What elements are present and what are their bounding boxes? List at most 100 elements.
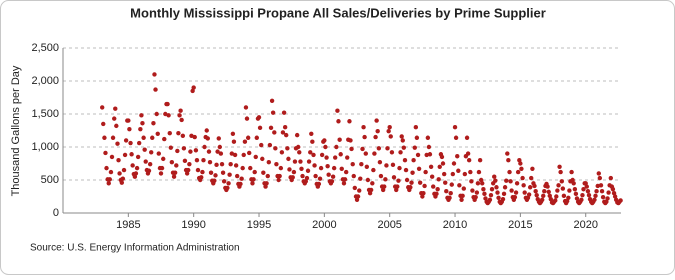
point: [413, 125, 419, 130]
point: [117, 171, 122, 176]
point: [234, 173, 240, 179]
point: [306, 159, 312, 164]
point: [571, 181, 576, 186]
point: [133, 171, 139, 176]
point: [310, 139, 315, 144]
point: [560, 186, 566, 191]
point: [331, 165, 337, 171]
point: [520, 175, 525, 181]
point: [476, 169, 482, 175]
point: [139, 113, 144, 118]
point: [274, 161, 279, 167]
point: [188, 149, 193, 154]
point: [101, 121, 106, 127]
point: [391, 175, 397, 180]
point: [409, 180, 414, 185]
point: [585, 189, 591, 194]
y-axis-label: Thousand Gallons per Day: [10, 65, 22, 196]
point: [611, 191, 617, 196]
point: [448, 191, 453, 196]
point: [190, 88, 195, 94]
point: [269, 98, 275, 104]
point: [561, 193, 567, 199]
point: [441, 171, 447, 177]
point: [581, 187, 586, 192]
point: [612, 194, 618, 199]
point: [453, 135, 459, 140]
x-tick-label: 2020: [573, 219, 597, 231]
point: [570, 177, 575, 183]
point: [244, 116, 250, 121]
point: [439, 154, 445, 160]
point: [136, 140, 142, 146]
point: [526, 192, 532, 197]
point: [465, 151, 471, 156]
point: [462, 171, 468, 177]
point: [480, 181, 485, 186]
point: [460, 193, 465, 199]
point: [378, 173, 384, 179]
point: [396, 178, 401, 183]
point: [155, 131, 160, 136]
point: [128, 140, 133, 146]
point: [373, 134, 378, 140]
point: [412, 145, 417, 150]
point: [386, 128, 391, 134]
point: [495, 190, 500, 195]
point: [410, 170, 415, 175]
point: [166, 113, 171, 118]
point: [348, 138, 353, 143]
point: [266, 159, 272, 165]
point: [132, 174, 138, 179]
point: [158, 171, 164, 176]
point: [127, 126, 132, 132]
point: [564, 198, 570, 204]
point: [122, 152, 128, 158]
point: [147, 161, 153, 167]
point: [324, 155, 329, 160]
point: [599, 189, 605, 194]
point: [600, 194, 606, 200]
point: [519, 166, 524, 171]
point: [110, 135, 116, 140]
point: [354, 197, 360, 202]
point: [517, 158, 522, 163]
point: [525, 195, 531, 201]
point: [477, 158, 483, 163]
point: [268, 125, 274, 131]
point: [335, 108, 340, 113]
source: Source: U.S. Energy Information Administ…: [30, 243, 240, 254]
point: [592, 197, 597, 202]
point: [470, 188, 475, 193]
point: [478, 177, 484, 183]
y-tick-label: 500: [41, 174, 59, 186]
point: [284, 132, 289, 138]
point: [422, 183, 427, 189]
point: [380, 187, 386, 193]
point: [277, 173, 282, 179]
point: [443, 180, 448, 185]
point: [202, 144, 207, 150]
point: [370, 181, 375, 186]
point: [241, 152, 246, 158]
point: [273, 146, 278, 151]
point: [434, 191, 439, 197]
point: [304, 175, 310, 181]
point: [308, 150, 313, 155]
point: [450, 171, 456, 177]
point: [546, 189, 551, 195]
point: [238, 181, 243, 187]
point: [440, 161, 446, 166]
point: [153, 87, 158, 92]
point: [257, 125, 263, 131]
point: [425, 135, 431, 140]
point: [429, 174, 435, 179]
point: [417, 180, 423, 185]
point: [303, 179, 309, 184]
point: [294, 132, 300, 138]
point: [239, 176, 244, 181]
point: [151, 121, 156, 126]
point: [103, 150, 108, 156]
point: [316, 181, 322, 187]
point: [161, 156, 166, 162]
